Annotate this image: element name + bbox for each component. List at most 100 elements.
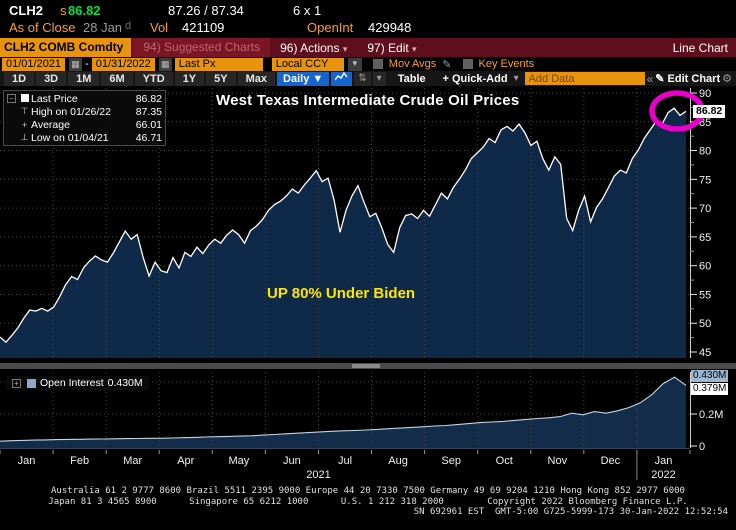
- open-interest-line: [0, 376, 687, 442]
- volume-label: Vol: [150, 20, 169, 35]
- open-interest-last-axis-label: 0.379M: [691, 383, 729, 395]
- period-ytd-button[interactable]: YTD: [134, 71, 173, 86]
- date-from-field[interactable]: 01/01/2021: [2, 57, 66, 71]
- edit-chart-button[interactable]: ✎ Edit Chart: [655, 73, 721, 85]
- as-of-label: As of Close: [9, 20, 76, 35]
- chart-period-toolbar: 1D 3D 1M 6M YTD 1Y 5Y Max Daily ▼ ⇅ ▾ Ta…: [0, 71, 736, 86]
- axis-tick-label: Dec: [601, 455, 621, 467]
- table-button[interactable]: Table: [397, 72, 426, 85]
- calendar-icon[interactable]: ▦: [69, 57, 83, 71]
- axis-tick-label: 55: [699, 289, 711, 301]
- key-events-checkbox[interactable]: [462, 59, 473, 69]
- calendar-icon[interactable]: ▦: [158, 57, 172, 71]
- axis-tick-label: 50: [699, 318, 711, 330]
- last-price-marker-icon: [18, 93, 31, 104]
- axis-tick-label: Oct: [496, 455, 513, 467]
- period-3d-button[interactable]: 3D: [36, 71, 67, 86]
- period-5y-button[interactable]: 5Y: [206, 71, 236, 86]
- axis-tick-label: 75: [699, 174, 711, 186]
- axis-tick-label: 80: [699, 146, 711, 158]
- chevron-down-icon[interactable]: ▾: [513, 72, 519, 84]
- chart-annotation: UP 80% Under Biden: [267, 285, 416, 302]
- period-max-button[interactable]: Max: [237, 71, 276, 86]
- period-1m-button[interactable]: 1M: [68, 71, 100, 86]
- period-1y-button[interactable]: 1Y: [174, 71, 205, 86]
- axis-tick-label: Apr: [177, 455, 194, 467]
- bid-ask: 87.26 / 87.34: [168, 3, 244, 18]
- line-chart-glyph: [334, 71, 348, 80]
- candle-chart-icon[interactable]: ⇅: [354, 71, 371, 86]
- volume-value: 421109: [182, 20, 225, 35]
- open-interest-label: OpenInt: [307, 20, 354, 35]
- period-6m-button[interactable]: 6M: [101, 71, 133, 86]
- axis-tick-label: 0: [699, 441, 705, 453]
- footer-phone-line-1: Australia 61 2 9777 8600 Brazil 5511 239…: [51, 486, 685, 496]
- axis-tick-label: Nov: [548, 455, 568, 467]
- frequency-select[interactable]: Daily ▼: [277, 71, 330, 86]
- legend-row-average: + Average 66.01: [7, 118, 162, 131]
- axis-tick-label: Mar: [123, 455, 142, 467]
- axis-tick-label: 70: [699, 203, 711, 215]
- expand-icon[interactable]: +: [12, 378, 21, 388]
- vertical-gridlines: [52, 88, 638, 448]
- key-events-label: Key Events: [478, 58, 535, 70]
- chevron-down-icon: ▾: [342, 43, 348, 54]
- axis-tick-label: Jul: [338, 455, 352, 467]
- mov-avgs-label: Mov Avgs: [388, 58, 437, 70]
- chart-legend[interactable]: − Last Price 86.82 ⊤ High on 01/26/22 87…: [3, 90, 166, 146]
- quick-add-button[interactable]: + Quick-Add: [442, 72, 508, 85]
- quote-header: CLH2 s 86.82 87.26 / 87.34 6 x 1 As of C…: [0, 0, 736, 38]
- line-chart-icon[interactable]: [331, 71, 353, 86]
- axis-tick-label: Aug: [388, 455, 408, 467]
- axis-tick-label: Jan: [655, 455, 673, 467]
- chevron-down-icon: ▾: [412, 43, 417, 54]
- axis-tick-label: 2022: [651, 469, 675, 481]
- price-area-fill: [0, 108, 686, 358]
- axis-tick-label: 0.2M: [699, 409, 723, 421]
- session-flag: s: [60, 3, 67, 18]
- last-price-axis-label: 86.82: [693, 105, 726, 118]
- average-marker-icon: +: [21, 119, 28, 130]
- as-of-date: 28 Jan: [83, 20, 123, 35]
- menu-bar: CLH2 COMB Comdty 94) Suggested Charts 96…: [0, 38, 736, 57]
- mov-avgs-checkbox[interactable]: [372, 59, 383, 69]
- price-line: [0, 107, 687, 344]
- axis-tick-label: May: [228, 455, 249, 467]
- chart-type-label: Line Chart: [672, 40, 728, 55]
- open-interest-marker-icon: [27, 378, 36, 388]
- axis-tick-label: Jan: [18, 455, 36, 467]
- currency-select[interactable]: Local CCY: [271, 57, 344, 71]
- add-data-input[interactable]: [524, 72, 645, 85]
- last-trade-price: 86.82: [68, 3, 101, 18]
- axis-tick-label: 65: [699, 232, 711, 244]
- axis-tick-label: 2021: [306, 469, 330, 481]
- high-marker-icon: ⊤: [20, 106, 29, 116]
- open-interest-current-axis-label: 0.430M: [691, 370, 729, 382]
- open-interest-legend-label: Open Interest: [40, 377, 104, 389]
- chart-style-dropdown[interactable]: ▾: [372, 71, 386, 86]
- edit-menu[interactable]: 97) Edit ▾: [367, 40, 417, 55]
- axis-tick-label: Jun: [283, 455, 301, 467]
- axis-tick-label: Sep: [441, 455, 461, 467]
- pencil-icon[interactable]: ✎: [442, 58, 452, 71]
- date-to-field[interactable]: 01/31/2022: [91, 57, 155, 71]
- chart-settings-toolbar: 01/01/2021 ▦ - 01/31/2022 ▦ Last Px Loca…: [0, 57, 736, 71]
- gear-icon[interactable]: ⚙: [722, 73, 732, 85]
- date-range-separator: -: [85, 58, 89, 70]
- collapse-icon[interactable]: −: [7, 94, 16, 103]
- security-field[interactable]: CLH2 COMB Comdty: [0, 38, 132, 57]
- price-source-select[interactable]: Last Px: [174, 57, 263, 71]
- suggested-charts-button[interactable]: 94) Suggested Charts: [133, 38, 271, 57]
- collapse-panel-button[interactable]: «: [646, 71, 654, 86]
- open-interest-legend[interactable]: + Open Interest 0.430M: [6, 376, 149, 390]
- period-1d-button[interactable]: 1D: [4, 71, 35, 86]
- open-interest-area-fill: [0, 377, 686, 448]
- actions-menu[interactable]: 96) Actions ▾: [280, 40, 348, 55]
- splitter-handle[interactable]: [352, 364, 380, 368]
- axis-tick-label: Feb: [70, 455, 89, 467]
- chevron-down-icon[interactable]: ▼: [347, 57, 362, 71]
- open-interest-legend-value: 0.430M: [107, 377, 143, 389]
